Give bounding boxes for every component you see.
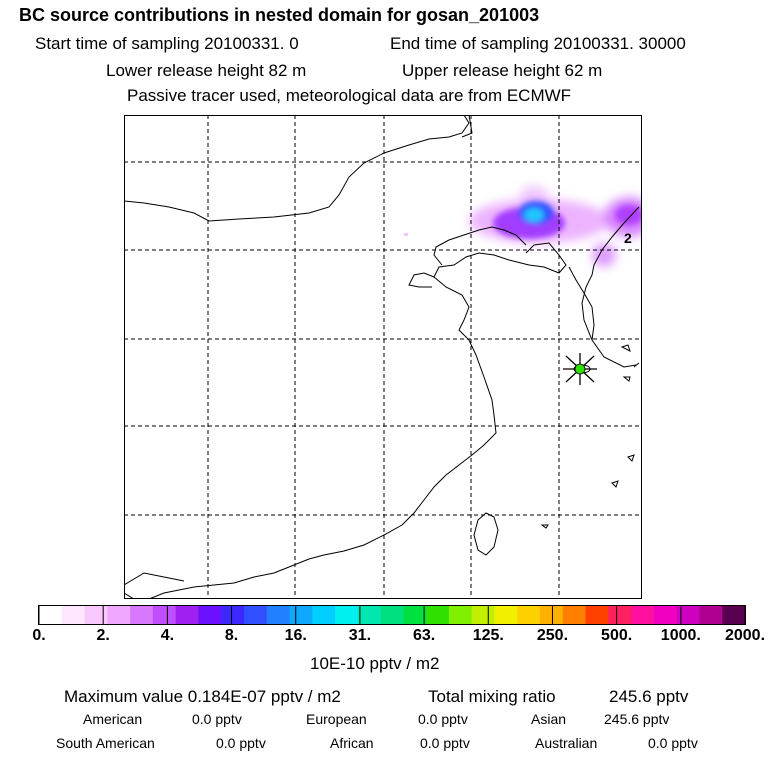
colorbar-segment [517, 606, 541, 624]
start-time-text: Start time of sampling 20100331. 0 [35, 34, 299, 53]
colorbar-tick-label: 0. [32, 627, 46, 644]
colorbar-segment [39, 606, 63, 624]
map-background [124, 115, 642, 599]
colorbar-segment [426, 606, 450, 624]
contour-label: 2 [624, 230, 632, 246]
lat-lon-grid [124, 115, 642, 599]
colorbar-segment [357, 606, 382, 624]
colorbar-segment [608, 606, 632, 624]
total-mixing-label: Total mixing ratio [428, 687, 556, 706]
asian-value: 245.6 pptv [604, 711, 670, 727]
colorbar-segment [221, 606, 245, 624]
colorbar-segment [266, 606, 291, 624]
australian-label: Australian [535, 735, 598, 751]
colorbar-segment [471, 606, 496, 624]
upper-release-text: Upper release height 62 m [402, 61, 603, 80]
colorbar-tick-label: 2. [96, 627, 110, 644]
colorbar-segment [107, 606, 131, 624]
colorbar-tick-label: 1000. [660, 627, 701, 644]
american-label: American [83, 711, 143, 727]
colorbar-segment [198, 606, 222, 624]
lower-release-text: Lower release height 82 m [106, 61, 307, 80]
colorbar-segment [380, 606, 404, 624]
colorbar-segment [312, 606, 336, 624]
colorbar-segment [585, 606, 609, 624]
colorbar-segment [289, 606, 313, 624]
plot-title: BC source contributions in nested domain… [19, 5, 540, 25]
colorbar-frame [38, 605, 746, 625]
colorbar-segment [448, 606, 473, 624]
colorbar-tick-label: 63. [412, 627, 436, 644]
maximum-value-text: Maximum value 0.184E-07 pptv / m2 [64, 687, 341, 706]
colorbar-tick-label: 2000. [724, 627, 766, 644]
color-scale-bar [38, 605, 746, 625]
concentration-plume [404, 186, 642, 267]
map-panel: 2 [124, 115, 642, 599]
south-american-value: 0.0 pptv [216, 735, 266, 751]
colorbar-tick-label: 31. [348, 627, 372, 644]
receptor-marker [563, 353, 597, 385]
colorbar-segment [130, 606, 154, 624]
colorbar-segment [631, 606, 655, 624]
european-value: 0.0 pptv [418, 711, 468, 727]
colorbar-segment [243, 606, 268, 624]
south-american-label: South American [56, 735, 155, 751]
colorbar-segment [494, 606, 518, 624]
african-label: African [330, 735, 374, 751]
colorbar-segment [699, 606, 723, 624]
colorbar-segment [653, 606, 678, 624]
colorbar-segment [61, 606, 86, 624]
colorbar-segment [562, 606, 587, 624]
colorbar-segment [722, 606, 746, 624]
australian-value: 0.0 pptv [648, 735, 698, 751]
colorbar-tick-label: 250. [536, 627, 569, 644]
colorbar-segment [175, 606, 200, 624]
colorbar-segment [403, 606, 427, 624]
asian-label: Asian [531, 711, 567, 727]
total-mixing-value: 245.6 pptv [609, 687, 689, 706]
american-value: 0.0 pptv [192, 711, 242, 727]
colorbar-segment [540, 606, 564, 624]
colorbar-tick-label: 4. [160, 627, 175, 644]
african-value: 0.0 pptv [420, 735, 470, 751]
end-time-text: End time of sampling 20100331. 30000 [390, 34, 686, 53]
colorbar-tick-label: 125. [472, 627, 504, 644]
map-frame [124, 115, 642, 599]
colorbar-tick-label: 500. [601, 627, 633, 644]
colorbar-segment [84, 606, 108, 624]
colorbar-segment [152, 606, 177, 624]
colorbar-segment [676, 606, 701, 624]
colorbar-segment [335, 606, 359, 624]
tracer-note-text: Passive tracer used, meteorological data… [127, 86, 572, 105]
colorbar-tick-label: 8. [224, 627, 239, 644]
colorbar-units: 10E-10 pptv / m2 [310, 654, 440, 673]
european-label: European [306, 711, 367, 727]
colorbar-tick-label: 16. [284, 627, 307, 644]
